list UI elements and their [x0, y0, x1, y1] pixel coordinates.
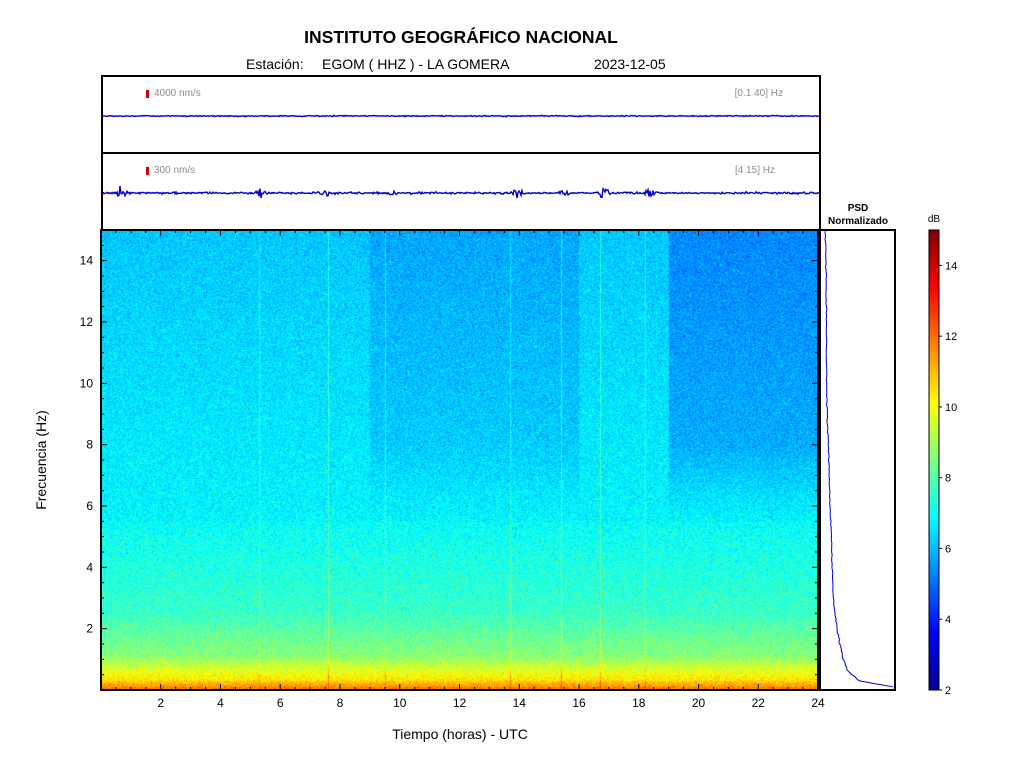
x-tick-label: 6 — [277, 696, 284, 710]
y-axis-label: Frecuencia (Hz) — [33, 410, 49, 510]
colorbar-tick-label: 14 — [945, 260, 957, 272]
x-tick-label: 22 — [752, 696, 766, 710]
colorbar-tick-label: 12 — [945, 331, 957, 343]
seismogram-trace-filtered — [103, 185, 819, 199]
y-tick-label: 10 — [80, 376, 94, 390]
x-tick-label: 24 — [811, 696, 825, 710]
trace-waveform — [103, 114, 819, 118]
x-tick-label: 16 — [572, 696, 586, 710]
x-tick-label: 8 — [337, 696, 344, 710]
y-tick-label: 8 — [86, 438, 93, 452]
colorbar — [928, 229, 940, 691]
spectrogram-frame — [100, 229, 819, 691]
y-tick-label: 4 — [86, 560, 93, 574]
x-axis-label: Tiempo (horas) - UTC — [392, 726, 528, 742]
date-label: 2023-12-05 — [594, 56, 666, 72]
colorbar-tick-label: 2 — [945, 685, 951, 697]
x-axis-ticks: 2 4 6 8 10 12 14 16 18 20 22 24 — [100, 230, 825, 710]
y-axis-ticks: 2 4 6 8 10 12 14 — [80, 229, 818, 691]
station-name: EGOM ( HHZ ) - LA GOMERA — [322, 56, 510, 72]
spectrogram-heatmap — [101, 230, 818, 690]
trace-band-label: [0.1 40] Hz — [734, 88, 783, 99]
station-label: Estación: — [246, 56, 304, 72]
trace-band-label: [4 15] Hz — [734, 165, 775, 176]
psd-frame — [819, 229, 896, 691]
x-tick-label: 20 — [692, 696, 706, 710]
psd-title-line1: PSD — [848, 203, 869, 214]
y-tick-label: 6 — [86, 499, 93, 513]
x-tick-label: 10 — [393, 696, 407, 710]
x-tick-label: 12 — [453, 696, 467, 710]
colorbar-tick-label: 6 — [945, 543, 951, 555]
y-tick-label: 12 — [80, 315, 94, 329]
seismogram-trace-broadband — [103, 114, 819, 118]
x-tick-label: 14 — [513, 696, 527, 710]
x-tick-label: 4 — [217, 696, 224, 710]
x-tick-label: 2 — [157, 696, 164, 710]
psd-curve — [824, 229, 894, 688]
colorbar-ticks: 2 4 6 8 10 12 14 — [939, 260, 957, 697]
x-tick-label: 18 — [632, 696, 646, 710]
trace-panel-broadband: 4000 nm/s [0.1 40] Hz — [101, 75, 821, 155]
scale-bar-marker — [146, 167, 149, 175]
colorbar-tick-label: 4 — [945, 614, 951, 626]
colorbar-tick-label: 10 — [945, 402, 957, 414]
trace-waveform — [103, 185, 819, 199]
trace-scale-label: 4000 nm/s — [154, 88, 201, 99]
y-tick-label: 14 — [80, 254, 94, 268]
trace-panel-filtered: 300 nm/s [4 15] Hz — [101, 152, 821, 232]
colorbar-unit-label: dB — [928, 214, 941, 225]
scale-bar-marker — [146, 90, 149, 98]
colorbar-tick-label: 8 — [945, 473, 951, 485]
trace-scale-label: 300 nm/s — [154, 165, 196, 176]
y-tick-label: 2 — [86, 622, 93, 636]
page-title: INSTITUTO GEOGRÁFICO NACIONAL — [304, 27, 618, 47]
psd-title-line2: Normalizado — [828, 216, 888, 227]
